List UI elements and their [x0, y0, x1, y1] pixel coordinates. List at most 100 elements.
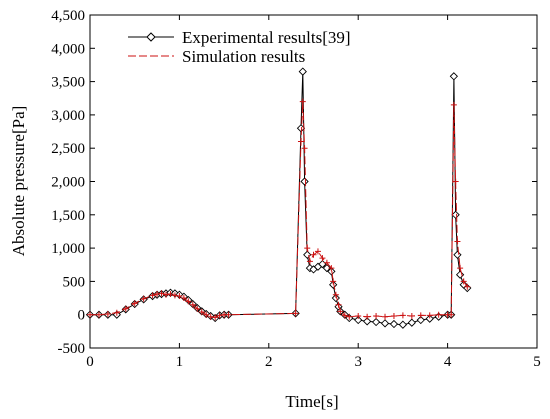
data-point-simulation [337, 308, 344, 315]
data-point-simulation [149, 292, 156, 299]
legend: Experimental results[39] Simulation resu… [128, 28, 351, 66]
data-point-simulation [225, 311, 232, 318]
data-point-experimental [371, 317, 381, 327]
data-point-simulation [328, 265, 335, 272]
data-point-simulation [185, 298, 192, 305]
y-tick-label: 1,000 [51, 241, 85, 257]
data-point-simulation [207, 313, 214, 320]
data-point-experimental [329, 280, 338, 289]
data-point-simulation [448, 311, 455, 318]
series-line-simulation [90, 101, 468, 318]
y-tick-label: 4,500 [51, 8, 85, 24]
data-point-simulation [104, 311, 111, 318]
data-point-experimental [451, 210, 460, 219]
data-point-simulation [341, 312, 348, 319]
data-point-simulation [299, 98, 306, 105]
data-point-experimental [449, 72, 458, 81]
data-point-simulation [216, 312, 223, 319]
data-point-simulation [203, 311, 210, 318]
data-point-simulation [454, 238, 461, 245]
data-point-simulation [382, 313, 389, 320]
data-point-simulation [346, 313, 353, 320]
data-point-simulation [140, 295, 147, 302]
data-point-simulation [457, 265, 464, 272]
data-point-simulation [355, 313, 362, 320]
data-point-simulation [408, 313, 415, 320]
data-point-simulation [314, 248, 321, 255]
data-point-simulation [364, 313, 371, 320]
data-point-simulation [87, 311, 93, 318]
data-point-simulation [323, 259, 330, 266]
data-point-simulation [189, 301, 196, 308]
data-point-simulation [332, 291, 339, 298]
data-point-experimental [363, 317, 372, 326]
data-point-experimental [354, 315, 363, 325]
x-tick-label: 0 [86, 354, 94, 370]
data-point-simulation [435, 311, 442, 318]
data-point-experimental [407, 318, 416, 327]
data-point-experimental [416, 315, 425, 325]
data-point-simulation [162, 291, 169, 298]
data-point-simulation [460, 278, 467, 285]
y-axis-title: Absolute pressure[Pa] [9, 106, 28, 257]
series-layer [85, 67, 472, 329]
data-point-experimental [303, 250, 312, 259]
data-point-simulation [301, 145, 308, 152]
data-point-simulation [167, 291, 174, 298]
data-point-simulation [194, 305, 201, 312]
x-axis-title: Time[s] [285, 392, 338, 411]
y-tick-label: -500 [58, 341, 86, 357]
data-point-experimental [380, 319, 390, 328]
data-point-simulation [464, 283, 471, 290]
y-tick-label: 0 [78, 308, 86, 324]
data-point-experimental [322, 263, 332, 273]
legend-label-simulation: Simulation results [182, 47, 305, 66]
y-tick-label: 2,500 [51, 141, 85, 157]
data-point-experimental [453, 250, 462, 259]
data-point-simulation [426, 312, 433, 319]
legend-marker-diamond [146, 32, 156, 42]
y-tick-label: 500 [63, 274, 86, 290]
data-point-simulation [131, 300, 138, 307]
data-point-experimental [425, 314, 434, 323]
data-point-simulation [330, 278, 337, 285]
y-tick-label: 2,000 [51, 175, 85, 191]
legend-label-experimental: Experimental results[39] [182, 28, 351, 47]
x-tick-label: 2 [265, 354, 273, 370]
data-point-simulation [154, 291, 161, 298]
data-point-simulation [198, 309, 205, 316]
data-point-experimental [398, 320, 408, 329]
data-point-simulation [452, 178, 459, 185]
data-point-experimental [389, 319, 399, 329]
data-point-simulation [319, 255, 326, 262]
data-point-simulation [292, 310, 299, 317]
data-point-simulation [335, 301, 342, 308]
x-tick-label: 4 [444, 354, 452, 370]
y-tick-label: 3,000 [51, 108, 85, 124]
data-point-simulation [297, 138, 304, 145]
data-point-simulation [399, 312, 406, 319]
data-point-simulation [306, 258, 313, 265]
data-point-simulation [176, 293, 183, 300]
data-point-experimental [300, 177, 309, 186]
data-point-experimental [455, 270, 465, 279]
data-point-simulation [95, 311, 102, 318]
data-point-simulation [304, 245, 311, 252]
data-point-simulation [180, 295, 187, 302]
data-point-simulation [158, 290, 165, 297]
data-point-simulation [390, 313, 397, 320]
y-tick-label: 1,500 [51, 208, 85, 224]
y-tick-label: 4,000 [51, 41, 85, 57]
x-tick-label: 5 [533, 354, 541, 370]
y-tick-label: 3,500 [51, 75, 85, 91]
x-tick-label: 1 [176, 354, 184, 370]
data-point-simulation [171, 292, 178, 299]
data-point-experimental [298, 67, 307, 76]
data-point-simulation [417, 312, 424, 319]
data-point-simulation [122, 305, 129, 312]
x-tick-label: 3 [354, 354, 362, 370]
data-point-simulation [450, 101, 457, 108]
x-axis: 0 1 2 3 4 5 [86, 15, 541, 370]
data-point-simulation [373, 313, 380, 320]
